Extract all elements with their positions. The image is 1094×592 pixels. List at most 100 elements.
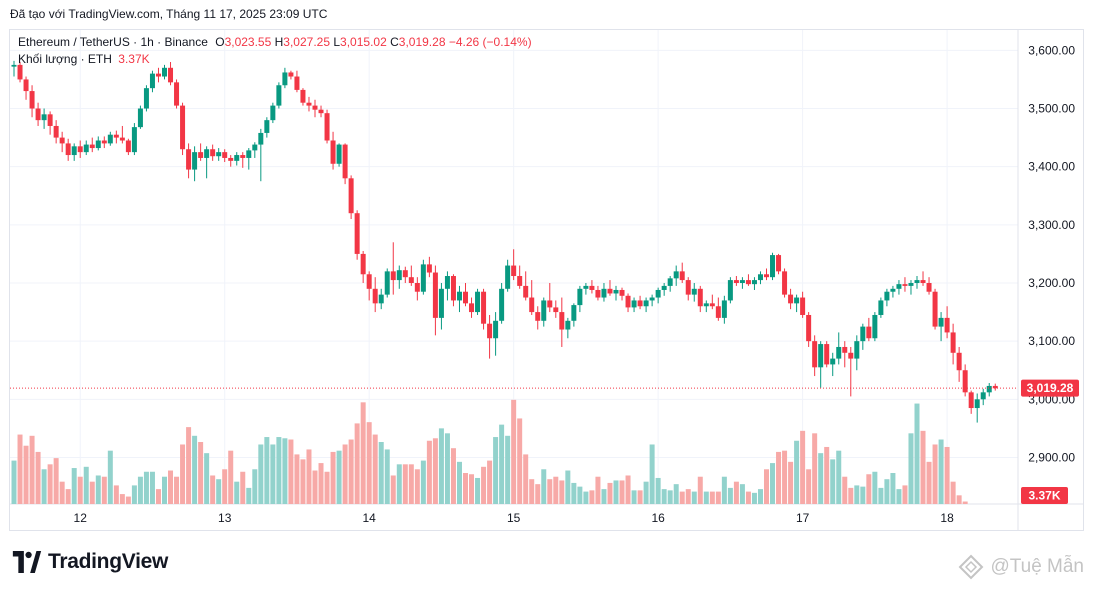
candle-body	[601, 288, 607, 298]
change-value: −4.26 (−0.14%)	[448, 35, 532, 49]
candle-body	[782, 271, 788, 295]
candle-body	[77, 146, 83, 153]
candle-body	[276, 85, 282, 106]
candle-body	[613, 289, 619, 294]
candle-body	[264, 120, 270, 133]
candle-body	[715, 306, 721, 318]
candle-body	[402, 270, 408, 278]
chart-panel[interactable]	[9, 29, 1084, 531]
candle-body	[872, 314, 878, 339]
volume-bar	[703, 491, 709, 504]
volume-bar	[71, 468, 77, 504]
candle-body	[926, 282, 932, 292]
candle-body	[974, 399, 980, 409]
candle-body	[932, 291, 938, 327]
volume-bars	[11, 399, 968, 504]
volume-bar	[186, 427, 192, 504]
volume-bar	[469, 474, 475, 504]
volume-bar	[35, 451, 41, 504]
candle-body	[908, 282, 914, 286]
volume-bar	[348, 439, 354, 504]
candle-body	[553, 307, 559, 313]
candle-body	[866, 326, 872, 339]
candle-body	[788, 294, 794, 304]
volume-bar	[505, 435, 511, 504]
candle-body	[396, 270, 402, 281]
volume-bar	[565, 470, 571, 504]
tradingview-logo[interactable]: TradingView	[12, 550, 168, 574]
volume-bar	[685, 489, 691, 504]
volume-bar	[824, 446, 830, 504]
candle-body	[318, 109, 324, 114]
volume-bar	[745, 491, 751, 504]
candle-body	[565, 320, 571, 330]
volume-bar	[83, 466, 89, 504]
candle-body	[643, 300, 649, 307]
volume-bar	[162, 476, 167, 504]
candle-body	[986, 385, 992, 393]
candle-body	[637, 300, 643, 307]
volume-bar	[155, 489, 161, 504]
candle-body	[757, 274, 763, 281]
volume-bar	[137, 476, 143, 504]
candle-body	[848, 352, 854, 359]
candle-body	[180, 105, 186, 150]
y-tick-label: 3,100.00	[1028, 334, 1075, 348]
volume-bar	[29, 435, 35, 504]
volume-bar	[932, 444, 938, 504]
candle-body	[745, 280, 751, 285]
candle-body	[944, 317, 950, 333]
volume-bar	[848, 487, 854, 504]
volume-label[interactable]: Khối lượng · ETH	[18, 52, 112, 66]
volume-bar	[842, 476, 848, 504]
candle-body	[535, 312, 541, 321]
volume-bar	[420, 460, 426, 504]
volume-bar	[950, 481, 956, 504]
volume-bar	[65, 489, 71, 504]
y-tick-label: 3,300.00	[1028, 218, 1075, 232]
volume-bar	[204, 453, 210, 504]
x-tick-label: 18	[940, 511, 954, 525]
volume-bar	[222, 469, 228, 504]
candle-body	[938, 317, 944, 327]
volume-bar	[408, 464, 414, 504]
volume-bar	[282, 438, 288, 504]
candle-body	[727, 280, 733, 301]
volume-bar	[782, 450, 788, 504]
candle-body	[890, 288, 896, 292]
volume-bar	[836, 450, 842, 504]
volume-bar	[547, 479, 553, 504]
volume-bar	[192, 435, 198, 504]
candle-body	[505, 265, 511, 289]
volume-bar	[481, 466, 487, 504]
candle-body	[649, 297, 655, 301]
candle-body	[300, 89, 306, 103]
volume-bar	[541, 469, 547, 504]
candle-body	[41, 114, 47, 121]
candle-body	[571, 305, 577, 321]
candle-body	[463, 291, 468, 304]
candle-body	[408, 277, 414, 283]
volume-bar	[246, 487, 252, 504]
candle-body	[631, 300, 637, 308]
last-price-tag: 3,019.28	[1021, 379, 1079, 397]
candle-body	[794, 297, 800, 304]
volume-bar	[517, 418, 523, 504]
candle-body	[980, 392, 986, 400]
volume-bar	[757, 489, 763, 504]
candle-body	[818, 344, 824, 368]
symbol-label[interactable]: Ethereum / TetherUS · 1h · Binance	[18, 35, 208, 49]
tradingview-logo-icon	[12, 551, 42, 573]
volume-bar	[938, 439, 944, 504]
candle-body	[854, 341, 860, 359]
candle-body	[950, 332, 956, 353]
candle-body	[83, 144, 89, 153]
volume-bar	[463, 473, 468, 504]
candle-body	[456, 291, 462, 301]
candle-body	[902, 284, 908, 286]
candle-body	[59, 137, 65, 144]
volume-bar	[902, 485, 908, 504]
x-tick-label: 13	[218, 511, 232, 525]
candle-body	[288, 72, 294, 77]
